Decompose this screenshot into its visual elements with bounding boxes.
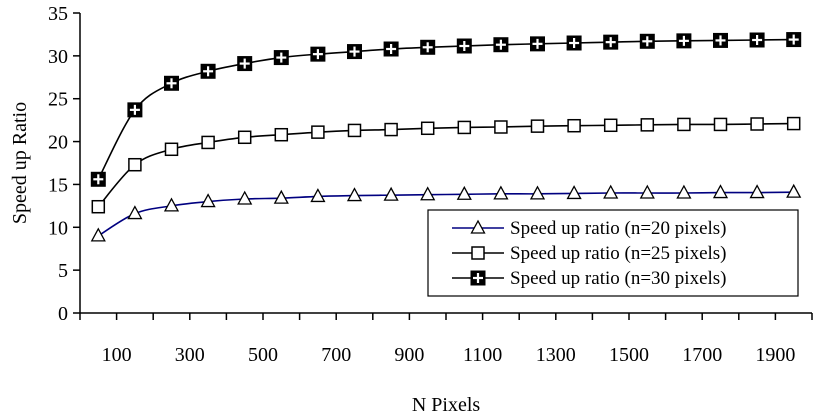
data-point (310, 188, 326, 203)
data-point (493, 37, 509, 53)
data-point (493, 185, 509, 200)
x-tick-label: 900 (394, 344, 424, 366)
data-point (640, 118, 655, 132)
data-point (786, 183, 802, 198)
data-point (310, 46, 326, 62)
data-point (603, 118, 618, 133)
series-2 (91, 116, 801, 214)
legend-label: Speed up ratio (n=25 pixels) (510, 243, 727, 264)
data-point (420, 121, 435, 136)
legend: Speed up ratio (n=20 pixels) Speed up rat… (427, 209, 799, 297)
x-tick-label: 500 (248, 344, 278, 366)
y-tick-label: 20 (48, 132, 68, 154)
data-point (603, 34, 619, 50)
data-point (127, 205, 143, 220)
data-point (163, 197, 180, 212)
legend-item: Speed up ratio (n=20 pixels) (452, 218, 727, 239)
data-point (457, 120, 472, 135)
legend-label: Speed up ratio (n=30 pixels) (510, 268, 727, 289)
data-point (311, 125, 325, 139)
legend-marker (471, 246, 485, 260)
data-point (201, 135, 215, 150)
data-point (530, 36, 545, 52)
data-point (91, 199, 106, 214)
x-tick-label: 1900 (755, 344, 795, 366)
y-tick-label: 30 (48, 46, 68, 68)
x-tick-label: 1100 (463, 344, 502, 366)
x-axis-title: N Pixels (412, 394, 481, 416)
data-point (529, 185, 546, 200)
x-tick-label: 1700 (682, 344, 722, 366)
data-point (383, 186, 399, 201)
data-point (639, 33, 655, 49)
data-point (273, 50, 289, 66)
y-axis-title: Speed up Ratio (9, 102, 31, 224)
data-point (786, 116, 801, 131)
data-point (456, 185, 472, 200)
series-lines (90, 32, 802, 242)
data-point (164, 142, 179, 157)
series-3 (90, 32, 802, 187)
y-tick-label: 15 (48, 174, 68, 196)
data-point (712, 184, 729, 199)
x-tick-label: 700 (321, 344, 351, 366)
data-point (676, 33, 692, 49)
axes (73, 12, 813, 320)
legend-marker (470, 270, 486, 286)
data-point (420, 39, 436, 55)
x-tick-label: 1300 (536, 344, 576, 366)
legend-item: Speed up ratio (n=30 pixels) (452, 268, 727, 289)
data-point (164, 75, 179, 91)
data-point (567, 118, 581, 133)
tick-labels: 0 5 10 15 20 25 30 35 100 300 500 700 900 1100 1300 150… (48, 3, 795, 366)
data-point (639, 184, 655, 199)
data-point (749, 184, 765, 199)
legend-marker (470, 219, 486, 234)
series-line (97, 38, 794, 180)
data-point (566, 185, 582, 200)
data-point (237, 190, 253, 205)
series-1 (90, 183, 802, 242)
data-point (750, 117, 764, 131)
data-point (346, 187, 363, 202)
data-point (90, 171, 106, 187)
data-point (494, 120, 508, 134)
x-tick-label: 300 (175, 344, 205, 366)
data-point (530, 119, 545, 133)
data-point (237, 56, 253, 72)
x-tick-label: 1500 (609, 344, 649, 366)
data-point (274, 127, 289, 142)
data-point (127, 102, 143, 118)
data-point (273, 189, 289, 204)
y-tick-label: 0 (58, 303, 68, 325)
x-tick-label: 100 (102, 344, 132, 366)
y-tick-label: 35 (48, 3, 68, 25)
data-point (128, 157, 142, 172)
data-point (383, 41, 399, 57)
y-tick-label: 25 (48, 89, 68, 111)
legend-label: Speed up ratio (n=20 pixels) (510, 218, 727, 239)
data-point (200, 63, 216, 79)
data-point (237, 130, 252, 145)
data-point (713, 117, 728, 132)
data-point (347, 44, 362, 60)
data-point (347, 123, 362, 138)
legend-item: Speed up ratio (n=25 pixels) (452, 243, 727, 264)
y-tick-label: 5 (58, 260, 68, 282)
data-point (713, 32, 728, 48)
data-point (566, 35, 582, 51)
data-point (456, 38, 472, 54)
data-point (677, 117, 691, 132)
data-point (90, 227, 106, 242)
data-point (676, 184, 692, 199)
data-point (603, 184, 619, 199)
data-point (200, 193, 216, 208)
data-point (786, 32, 802, 48)
data-point (749, 32, 765, 48)
data-point (384, 122, 398, 137)
y-tick-label: 10 (48, 217, 68, 239)
data-point (420, 186, 436, 201)
